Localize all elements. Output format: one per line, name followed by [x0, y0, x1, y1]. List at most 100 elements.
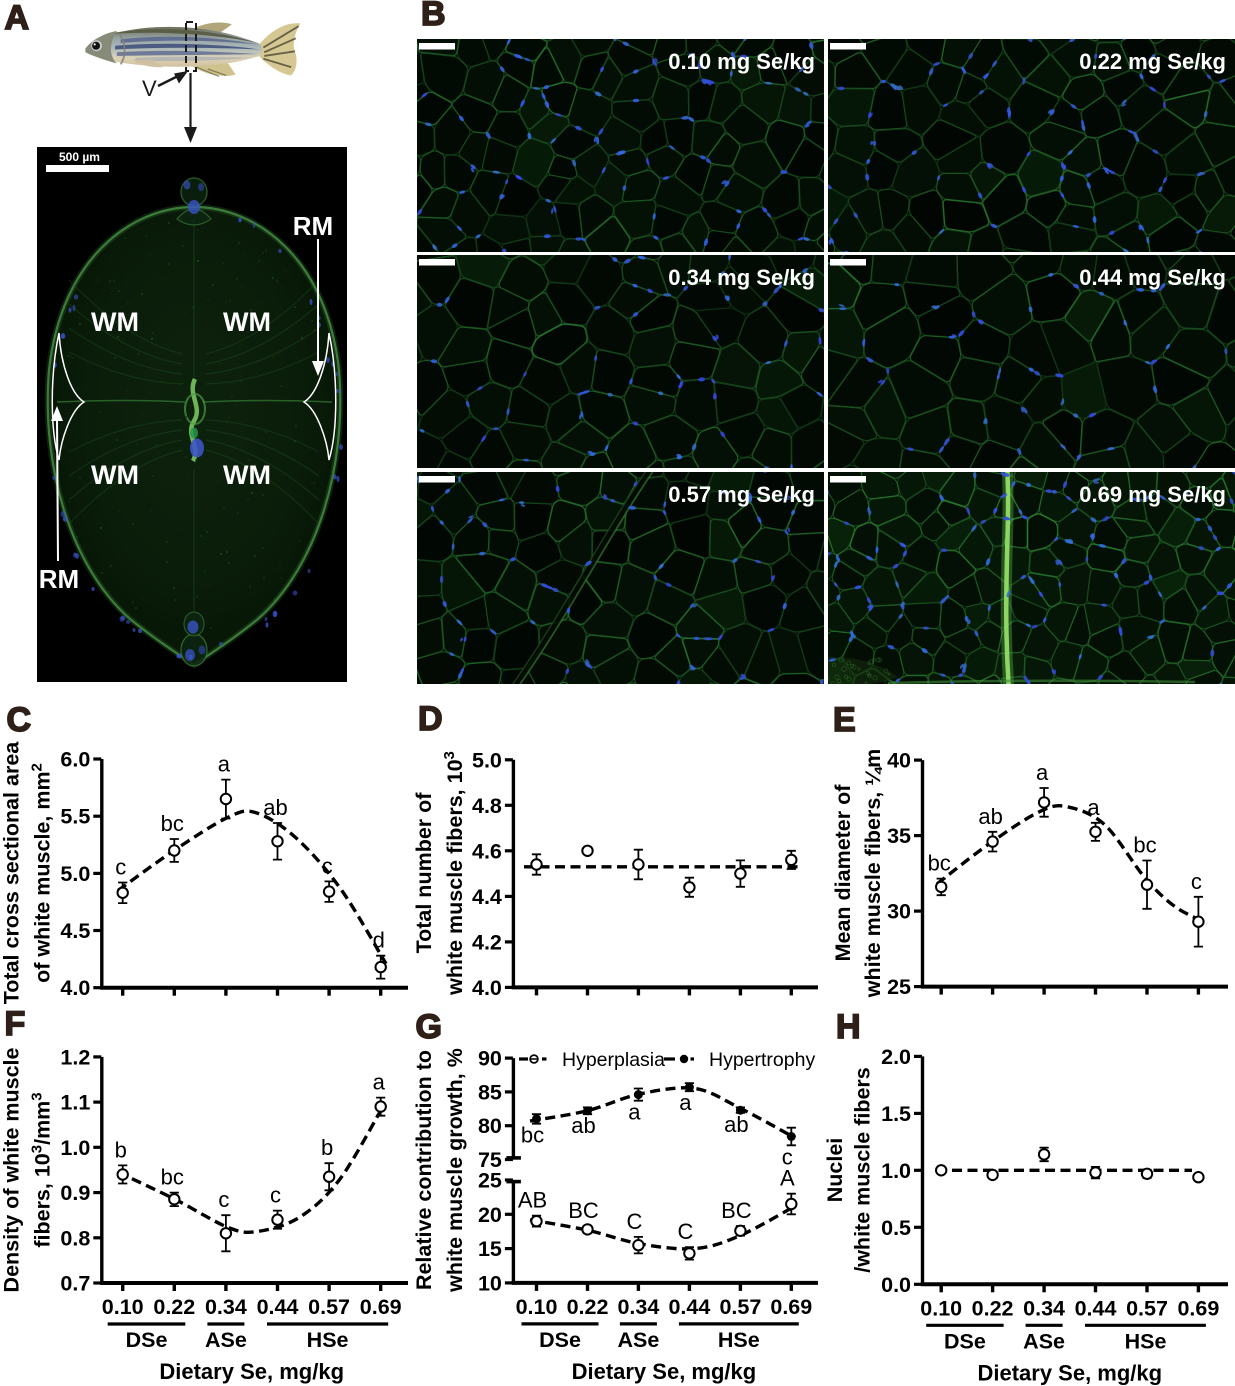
svg-text:0.10: 0.10 — [920, 1296, 962, 1320]
svg-text:4.8: 4.8 — [472, 794, 502, 818]
svg-text:Total number of: Total number of — [412, 792, 436, 954]
svg-text:4.6: 4.6 — [472, 839, 502, 863]
svg-text:0.34: 0.34 — [205, 1295, 247, 1319]
svg-text:Total cross sectional area: Total cross sectional area — [0, 741, 24, 1005]
svg-text:b: b — [321, 1135, 333, 1160]
svg-text:bc: bc — [161, 1165, 184, 1190]
svg-text:HSe: HSe — [1125, 1329, 1167, 1353]
svg-text:0.44: 0.44 — [668, 1295, 710, 1319]
svg-text:BC: BC — [568, 1198, 599, 1223]
svg-text:4.2: 4.2 — [472, 930, 502, 954]
svg-text:b: b — [115, 1137, 127, 1162]
svg-text:ASe: ASe — [617, 1328, 659, 1352]
svg-text:WM: WM — [223, 460, 271, 490]
svg-text:5.0: 5.0 — [60, 862, 90, 886]
svg-text:c: c — [218, 1187, 229, 1212]
svg-text:0.57 mg Se/kg: 0.57 mg Se/kg — [668, 482, 815, 507]
svg-text:AB: AB — [518, 1188, 547, 1213]
svg-text:WM: WM — [223, 307, 271, 337]
svg-text:0.57: 0.57 — [719, 1295, 761, 1319]
svg-text:5.0: 5.0 — [472, 748, 502, 772]
svg-text:c: c — [270, 1183, 281, 1208]
svg-text:c: c — [115, 855, 126, 880]
svg-text:0.10: 0.10 — [516, 1295, 558, 1319]
svg-text:a: a — [1036, 760, 1049, 785]
svg-text:HSe: HSe — [307, 1328, 349, 1352]
svg-text:0.10: 0.10 — [102, 1295, 144, 1319]
svg-text:WM: WM — [91, 307, 139, 337]
svg-text:bc: bc — [928, 851, 951, 876]
svg-text:25: 25 — [478, 1169, 502, 1193]
svg-text:DSe: DSe — [539, 1328, 581, 1352]
svg-text:0.22: 0.22 — [153, 1295, 195, 1319]
svg-text:40: 40 — [887, 749, 911, 773]
svg-text:bc: bc — [161, 811, 184, 836]
svg-text:10: 10 — [478, 1271, 502, 1295]
svg-text:c: c — [1191, 869, 1202, 894]
svg-text:Relative contribution to: Relative contribution to — [412, 1050, 436, 1290]
svg-text:80: 80 — [478, 1114, 502, 1138]
svg-text:white muscle growth, %: white muscle growth, % — [443, 1048, 467, 1293]
svg-text:RM: RM — [293, 211, 333, 241]
svg-text:5.5: 5.5 — [60, 805, 90, 829]
svg-text:1.5: 1.5 — [881, 1102, 911, 1126]
svg-text:ab: ab — [263, 795, 287, 820]
svg-text:A: A — [780, 1166, 795, 1191]
svg-text:1.1: 1.1 — [60, 1091, 90, 1115]
svg-text:2.0: 2.0 — [881, 1045, 911, 1069]
svg-text:Mean diameter of: Mean diameter of — [831, 784, 855, 962]
svg-text:RM: RM — [39, 564, 79, 594]
svg-text:35: 35 — [887, 824, 911, 848]
svg-text:/white muscle fibers: /white muscle fibers — [851, 1067, 875, 1273]
svg-text:0.10 mg Se/kg: 0.10 mg Se/kg — [668, 49, 815, 74]
svg-text:0.69: 0.69 — [770, 1295, 812, 1319]
svg-text:bc: bc — [1133, 833, 1156, 858]
svg-text:d: d — [373, 928, 385, 953]
svg-text:DSe: DSe — [126, 1328, 168, 1352]
svg-text:Dietary Se, mg/kg: Dietary Se, mg/kg — [572, 1359, 757, 1384]
svg-text:0.9: 0.9 — [60, 1181, 90, 1205]
svg-text:25: 25 — [887, 975, 911, 999]
svg-text:1.0: 1.0 — [881, 1159, 911, 1183]
svg-text:500 µm: 500 µm — [59, 150, 100, 164]
svg-text:0.57: 0.57 — [308, 1295, 350, 1319]
svg-text:4.5: 4.5 — [60, 919, 90, 943]
svg-text:0.69: 0.69 — [1177, 1296, 1219, 1320]
svg-text:30: 30 — [887, 900, 911, 924]
svg-text:15: 15 — [478, 1237, 502, 1261]
svg-text:Dietary Se, mg/kg: Dietary Se, mg/kg — [977, 1360, 1162, 1385]
svg-text:0.7: 0.7 — [60, 1272, 90, 1296]
svg-text:4.0: 4.0 — [472, 976, 502, 1000]
svg-text:0.34: 0.34 — [1023, 1296, 1065, 1320]
svg-text:BC: BC — [721, 1198, 752, 1223]
svg-text:bc: bc — [521, 1123, 544, 1148]
svg-text:WM: WM — [91, 460, 139, 490]
svg-text:20: 20 — [478, 1203, 502, 1227]
svg-text:of white muscle, mm2: of white muscle, mm2 — [28, 763, 55, 983]
svg-text:0.8: 0.8 — [60, 1226, 90, 1250]
svg-text:a: a — [218, 752, 231, 777]
svg-text:4.4: 4.4 — [472, 885, 502, 909]
svg-text:c: c — [322, 853, 333, 878]
svg-text:1.2: 1.2 — [60, 1045, 90, 1069]
svg-text:C: C — [626, 1209, 642, 1234]
svg-text:0.44 mg Se/kg: 0.44 mg Se/kg — [1079, 265, 1226, 290]
svg-text:a: a — [1087, 795, 1100, 820]
svg-text:0.0: 0.0 — [881, 1273, 911, 1297]
svg-text:ASe: ASe — [205, 1328, 247, 1352]
svg-text:0.22: 0.22 — [972, 1296, 1014, 1320]
svg-text:ASe: ASe — [1023, 1329, 1065, 1353]
svg-text:a: a — [628, 1100, 641, 1125]
svg-text:0.34: 0.34 — [617, 1295, 659, 1319]
svg-text:Hypertrophy: Hypertrophy — [709, 1049, 815, 1071]
svg-text:V: V — [142, 76, 157, 101]
svg-text:0.44: 0.44 — [1075, 1296, 1117, 1320]
svg-text:0.44: 0.44 — [257, 1295, 299, 1319]
svg-text:0.34 mg Se/kg: 0.34 mg Se/kg — [668, 265, 815, 290]
svg-text:Nuclei: Nuclei — [823, 1138, 847, 1203]
svg-text:0.69 mg Se/kg: 0.69 mg Se/kg — [1079, 482, 1226, 507]
svg-text:white muscle fibers, ¼m: white muscle fibers, ¼m — [861, 749, 885, 999]
svg-text:a: a — [373, 1070, 386, 1095]
svg-text:0.22: 0.22 — [567, 1295, 609, 1319]
svg-text:c: c — [782, 1144, 793, 1169]
